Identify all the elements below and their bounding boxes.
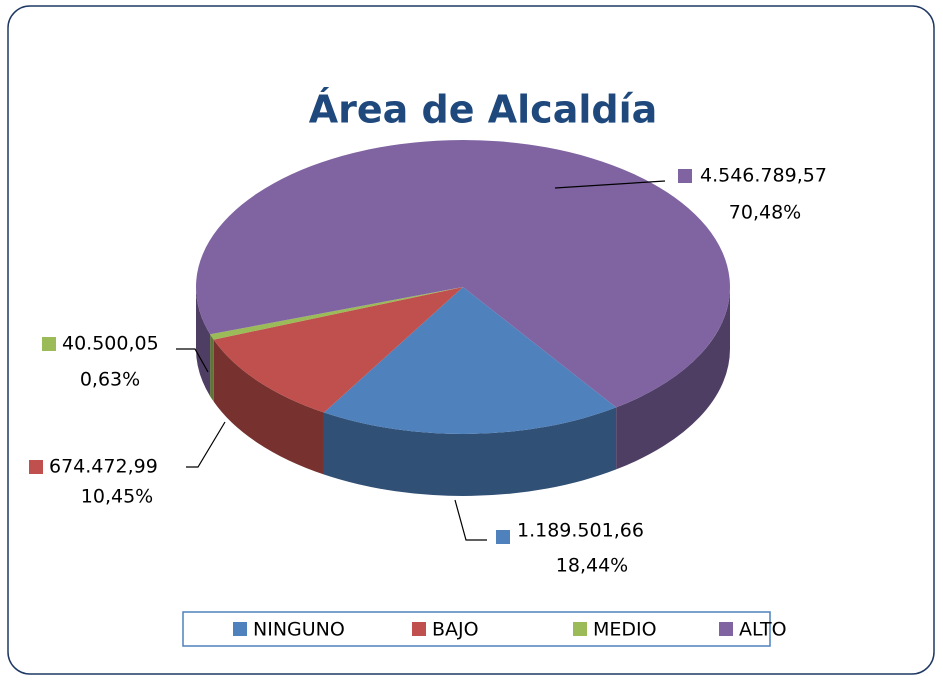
legend-label: MEDIO	[593, 619, 657, 641]
value-label: 4.546.789,57	[700, 165, 827, 187]
slice-side	[213, 339, 324, 475]
slice-side	[210, 334, 214, 402]
percent-label: 70,48%	[729, 202, 801, 224]
percent-label: 10,45%	[81, 486, 153, 508]
legend-key	[412, 622, 426, 636]
label-key	[678, 169, 692, 183]
label-key	[496, 530, 510, 544]
leader-line	[554, 180, 666, 189]
legend-label: ALTO	[739, 619, 787, 641]
leader-line	[454, 499, 487, 541]
label-key	[42, 337, 56, 351]
value-label: 1.189.501,66	[517, 520, 644, 542]
slice	[196, 140, 731, 408]
legend-box	[182, 611, 771, 647]
legend-key	[719, 622, 733, 636]
slice	[323, 287, 617, 434]
value-label: 40.500,05	[62, 333, 159, 355]
leader-line	[186, 421, 226, 468]
legend-key	[233, 622, 247, 636]
slice	[213, 287, 463, 413]
label-key	[29, 460, 43, 474]
percent-label: 0,63%	[80, 369, 140, 391]
value-label: 674.472,99	[49, 456, 158, 478]
leader-line	[176, 348, 209, 373]
legend-label: NINGUNO	[253, 619, 345, 641]
legend-label: BAJO	[432, 619, 479, 641]
slice	[210, 287, 463, 340]
percent-label: 18,44%	[556, 555, 628, 577]
chart-title: Área de Alcaldía	[309, 88, 658, 132]
slice-side	[616, 287, 730, 470]
legend-key	[573, 622, 587, 636]
slice-side	[323, 407, 617, 497]
